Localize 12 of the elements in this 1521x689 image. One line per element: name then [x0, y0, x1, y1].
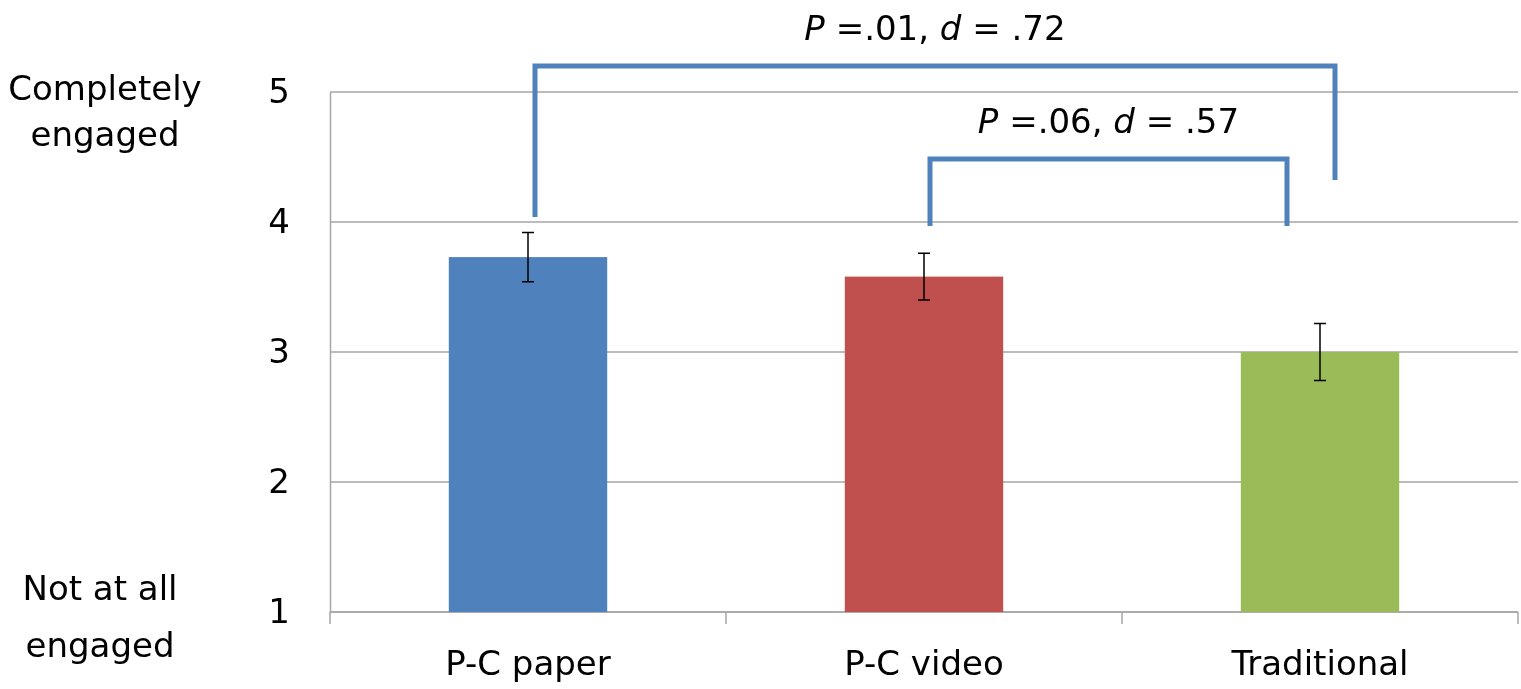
y-tick-label: 1 [268, 591, 290, 632]
x-tick-label: P-C video [844, 643, 1004, 683]
y-tick-label: 5 [268, 71, 290, 112]
x-tick-label: P-C paper [445, 643, 611, 683]
y-tick-label: 4 [268, 201, 290, 242]
text: Completely engaged [8, 68, 202, 154]
y-tick-label: 2 [268, 461, 290, 502]
text: P =.01, d = .72 [804, 8, 1066, 48]
text: Not at all engaged [22, 568, 178, 665]
x-tick-label: Traditional [1230, 643, 1409, 683]
y-tick-label: 3 [268, 331, 290, 372]
annotation: P =.06, d = .57 [977, 101, 1240, 141]
